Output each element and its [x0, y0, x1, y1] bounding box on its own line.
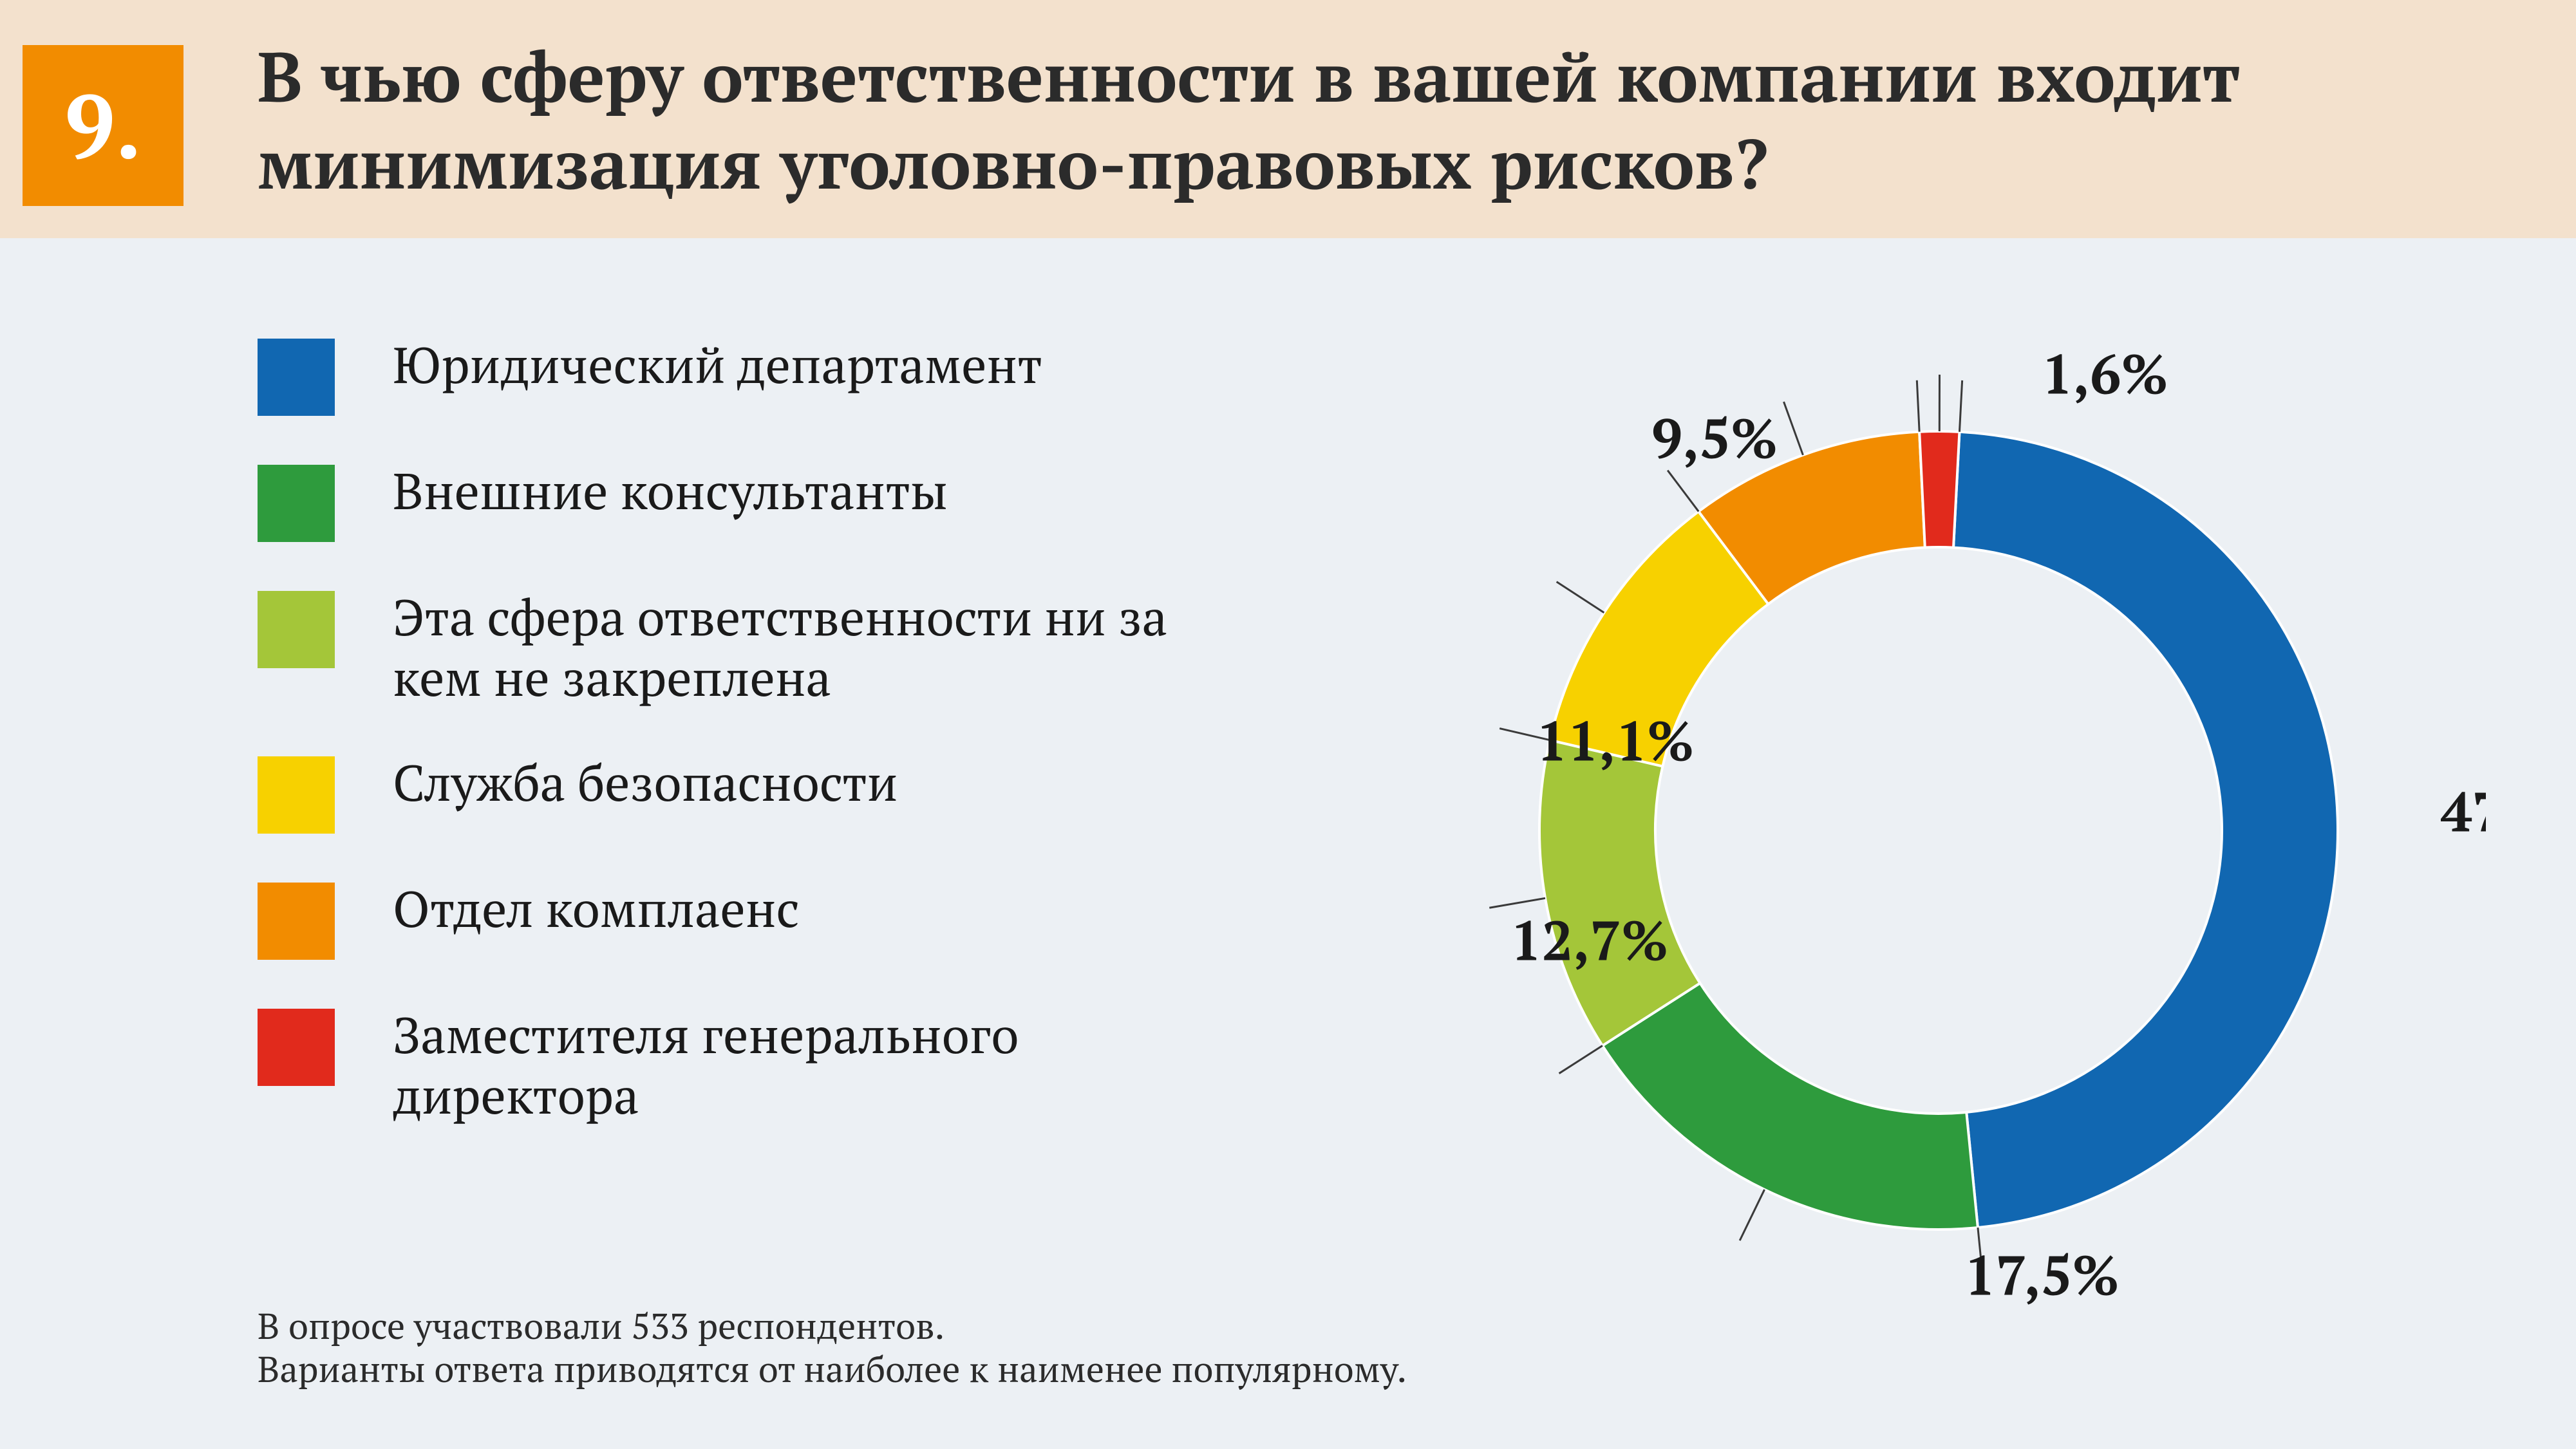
donut-slice [1603, 983, 1978, 1229]
donut-slice [1919, 431, 1959, 548]
question-number: 9. [64, 66, 142, 185]
legend-item: Заместителя генерального директора [258, 1005, 1223, 1125]
slice-pct-label: 1,6% [2042, 337, 2168, 410]
donut-slice [1953, 432, 2338, 1228]
legend-swatch [258, 339, 335, 416]
legend-label: Отдел комплаенс [393, 879, 800, 939]
legend-label: Внешние консультанты [393, 461, 948, 521]
legend-swatch [258, 883, 335, 960]
donut-chart: 47,6% 17,5% 12,7% 11,1% 9,5% 1,6% [1263, 270, 2486, 1365]
slice-leader [1740, 1190, 1764, 1240]
legend-swatch [258, 465, 335, 542]
slice-leader [1783, 402, 1803, 455]
slice-tick [1559, 1045, 1603, 1073]
legend-item: Служба безопасности [258, 753, 1223, 834]
legend-swatch [258, 1009, 335, 1086]
slice-pct-label: 11,1% [1536, 704, 1694, 777]
legend-item: Юридический департамент [258, 335, 1223, 416]
donut-slice [1539, 740, 1700, 1046]
question-title: В чью сферу ответственности в вашей комп… [258, 32, 2524, 206]
legend-swatch [258, 756, 335, 834]
slice-leader [1557, 582, 1604, 613]
legend-swatch [258, 591, 335, 668]
legend-label: Юридический департамент [393, 335, 1042, 395]
slide: 9. В чью сферу ответственности в вашей к… [0, 0, 2576, 1449]
slice-pct-label: 12,7% [1510, 903, 1668, 977]
question-number-box: 9. [23, 45, 183, 206]
footnote-line2: Варианты ответа приводятся от наиболее к… [258, 1348, 1407, 1391]
slice-tick [1917, 380, 1919, 432]
legend-label: Служба безопасности [393, 753, 898, 813]
legend-item: Эта сфера ответственности ни за кем не з… [258, 587, 1223, 707]
slice-pct-label: 17,5% [1964, 1238, 2119, 1311]
legend-label: Эта сфера ответственности ни за кем не з… [393, 587, 1223, 707]
legend-item: Внешние консультанты [258, 461, 1223, 542]
legend: Юридический департамент Внешние консульта… [258, 335, 1223, 1170]
legend-item: Отдел комплаенс [258, 879, 1223, 960]
legend-label: Заместителя генерального директора [393, 1005, 1223, 1125]
slice-pct-label: 9,5% [1651, 401, 1778, 474]
slice-tick [1959, 380, 1962, 432]
slice-tick [1668, 471, 1698, 512]
footnote-line1: В опросе участвовали 533 респондентов. [258, 1305, 1407, 1348]
slice-pct-label: 47,6% [2441, 774, 2486, 848]
footnote: В опросе участвовали 533 респондентов. В… [258, 1305, 1407, 1391]
